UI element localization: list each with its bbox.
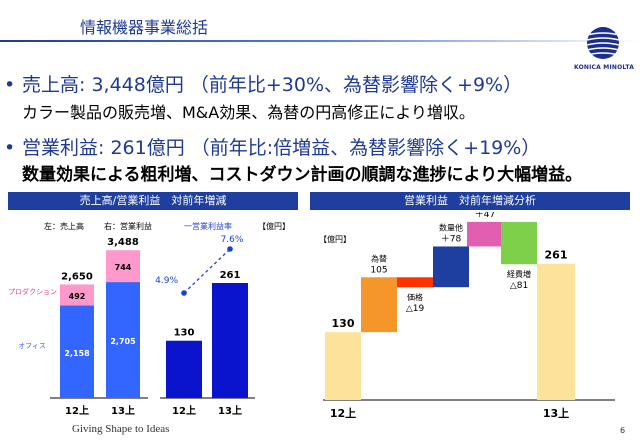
waterfall-value-4: ＋47 — [475, 212, 495, 220]
waterfall-bar-4 — [467, 221, 503, 247]
bar-production-1 — [106, 250, 140, 283]
legend-profit: 右：営業利益 — [104, 221, 152, 231]
label-total-value-0: 2,650 — [61, 271, 93, 282]
sales-category-0: 12上 — [65, 404, 89, 417]
waterfall-value-5: △81 — [510, 281, 528, 291]
bar-office-1 — [106, 282, 140, 398]
legend-sales: 左：売上高 — [44, 221, 84, 231]
waterfall-value-0: 130 — [332, 317, 355, 330]
waterfall-bar-3 — [433, 246, 469, 288]
left-panel-header: 売上高/営業利益 対前年増減 — [8, 192, 298, 210]
sales-profit-chart: 左：売上高 右：営業利益 一営業利益率 【億円】 プロダクション オフィス 2,… — [8, 221, 290, 417]
bullet-marker: • — [4, 74, 16, 96]
profit-category-1: 13上 — [218, 404, 242, 417]
waterfall-bar-2 — [397, 277, 433, 288]
label-office: オフィス — [18, 342, 46, 350]
chart-unit: 【億円】 — [258, 221, 290, 231]
bar-office-0 — [60, 305, 94, 398]
waterfall-category-3: 数量他 — [439, 222, 463, 232]
waterfall-category-2: 価格 — [407, 292, 423, 302]
waterfall-unit: 【億円】 — [319, 234, 351, 244]
bullet-profit-text: 営業利益: 261億円 （前年比:倍増益、為替影響除く+19%） — [22, 137, 541, 159]
waterfall-bar-6 — [537, 263, 575, 400]
right-panel-header: 営業利益 対前年増減分析 — [310, 192, 630, 210]
page-title: 情報機器事業総括 — [80, 18, 209, 37]
logo-text: KONICA MINOLTA — [574, 64, 635, 71]
label-profit-value-1: 261 — [220, 270, 241, 281]
bullet-profit: • 営業利益: 261億円 （前年比:倍増益、為替影響除く+19%） — [4, 133, 540, 160]
rate-line — [183, 248, 231, 294]
legend-rate: 一営業利益率 — [184, 221, 232, 231]
rate-point-1 — [227, 246, 233, 252]
bar-profit-1 — [212, 283, 248, 398]
waterfall-category-1: 為替 — [371, 253, 387, 263]
label-office-value-1: 2,705 — [110, 337, 136, 346]
sales-category-1: 13上 — [111, 404, 135, 417]
waterfall-bar-1 — [361, 277, 397, 333]
waterfall-category-0: 12上 — [330, 406, 356, 420]
label-production: プロダクション — [8, 287, 57, 296]
label-office-value-0: 2,158 — [64, 349, 90, 358]
waterfall-value-3: ＋78 — [441, 233, 462, 244]
company-logo: KONICA MINOLTA — [574, 26, 635, 71]
bar-production-0 — [60, 284, 94, 306]
rate-label-0: 4.9% — [155, 276, 178, 286]
waterfall-category-5: 経費増 — [507, 269, 531, 279]
waterfall-value-1: 105 — [370, 265, 387, 275]
waterfall-value-2: △19 — [406, 304, 425, 314]
page-number: 6 — [620, 426, 626, 435]
rate-point-0 — [181, 290, 187, 296]
bullet-sales-detail: カラー製品の販売増、M&A効果、為替の円高修正により増収。 — [22, 103, 475, 122]
profit-waterfall-chart: 【億円】 13012上為替105価格△19数量他＋78コストダウン＋47経費増△… — [319, 212, 615, 420]
bullet-sales-text: 売上高: 3,448億円 （前年比+30%、為替影響除く+9%） — [22, 74, 523, 96]
bar-profit-0 — [166, 340, 202, 398]
bullet-sales: • 売上高: 3,448億円 （前年比+30%、為替影響除く+9%） — [4, 70, 522, 97]
waterfall-bar-5 — [501, 221, 537, 265]
label-production-value-0: 492 — [69, 292, 86, 301]
waterfall-bar-0 — [325, 332, 361, 400]
waterfall-category-6: 13上 — [543, 406, 569, 420]
rate-label-1: 7.6% — [221, 235, 244, 245]
profit-category-0: 12上 — [172, 404, 196, 417]
title-underline — [0, 40, 640, 42]
label-profit-value-0: 130 — [174, 328, 195, 339]
bullet-profit-detail: 数量効果による粗利増、コストダウン計画の順調な進捗により大幅増益。 — [22, 165, 583, 185]
logo-globe-icon — [587, 27, 619, 59]
footer-tagline: Giving Shape to Ideas — [72, 423, 170, 435]
waterfall-value-6: 261 — [545, 249, 568, 262]
label-production-value-1: 744 — [115, 263, 132, 272]
bullet-marker: • — [4, 137, 16, 159]
label-total-value-1: 3,488 — [107, 237, 139, 248]
